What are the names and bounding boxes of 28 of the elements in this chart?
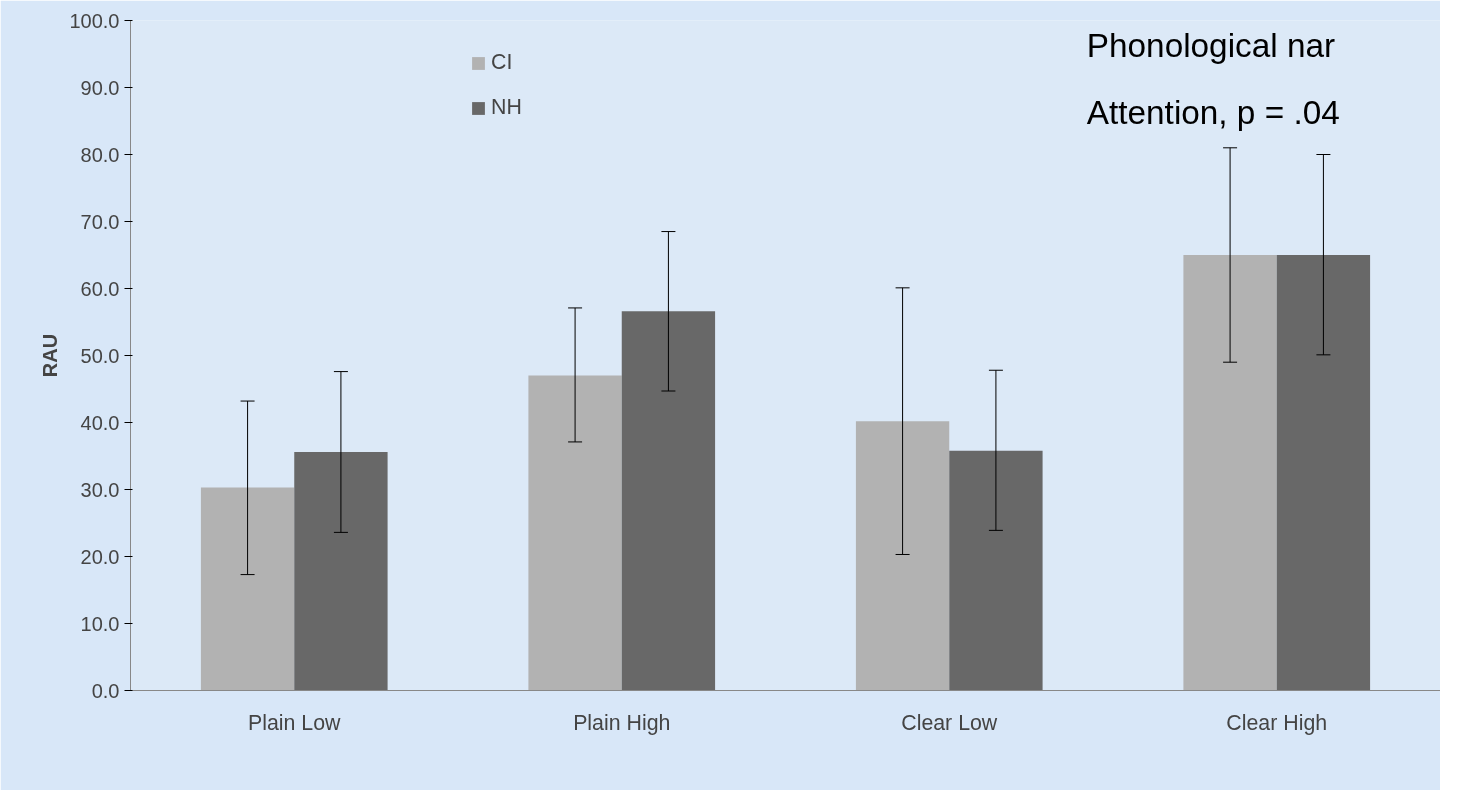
bar — [949, 450, 1043, 691]
y-tick-label: 20.0 — [80, 545, 120, 568]
y-tick-label: 0.0 — [91, 679, 120, 702]
legend-label: CI — [491, 50, 513, 75]
bar — [200, 487, 295, 691]
legend-label: NH — [491, 95, 522, 120]
bar — [855, 421, 950, 691]
x-tick-label: Plain Low — [248, 710, 342, 735]
y-tick-label: 50.0 — [80, 344, 120, 367]
bar — [294, 451, 388, 691]
y-tick-label: 70.0 — [80, 210, 120, 233]
y-tick-label: 60.0 — [80, 277, 120, 300]
y-axis-title: RAU — [39, 333, 62, 378]
bar — [621, 311, 716, 691]
annotation: Phonological nar — [1086, 27, 1336, 65]
annotation: Attention, p = .04 — [1086, 94, 1340, 132]
x-tick-label: Clear Low — [901, 710, 998, 735]
y-tick-label: 80.0 — [80, 143, 120, 166]
bar — [1276, 255, 1371, 691]
x-tick-label: Plain High — [573, 710, 671, 735]
y-tick-label: 10.0 — [80, 612, 120, 635]
bar — [528, 375, 622, 691]
x-tick-label: Clear High — [1226, 710, 1328, 735]
y-tick-label: 90.0 — [80, 76, 120, 99]
y-tick-label: 100.0 — [69, 9, 120, 32]
y-tick-label: 30.0 — [80, 478, 120, 501]
y-tick-label: 40.0 — [80, 411, 120, 434]
bar — [1183, 255, 1277, 691]
